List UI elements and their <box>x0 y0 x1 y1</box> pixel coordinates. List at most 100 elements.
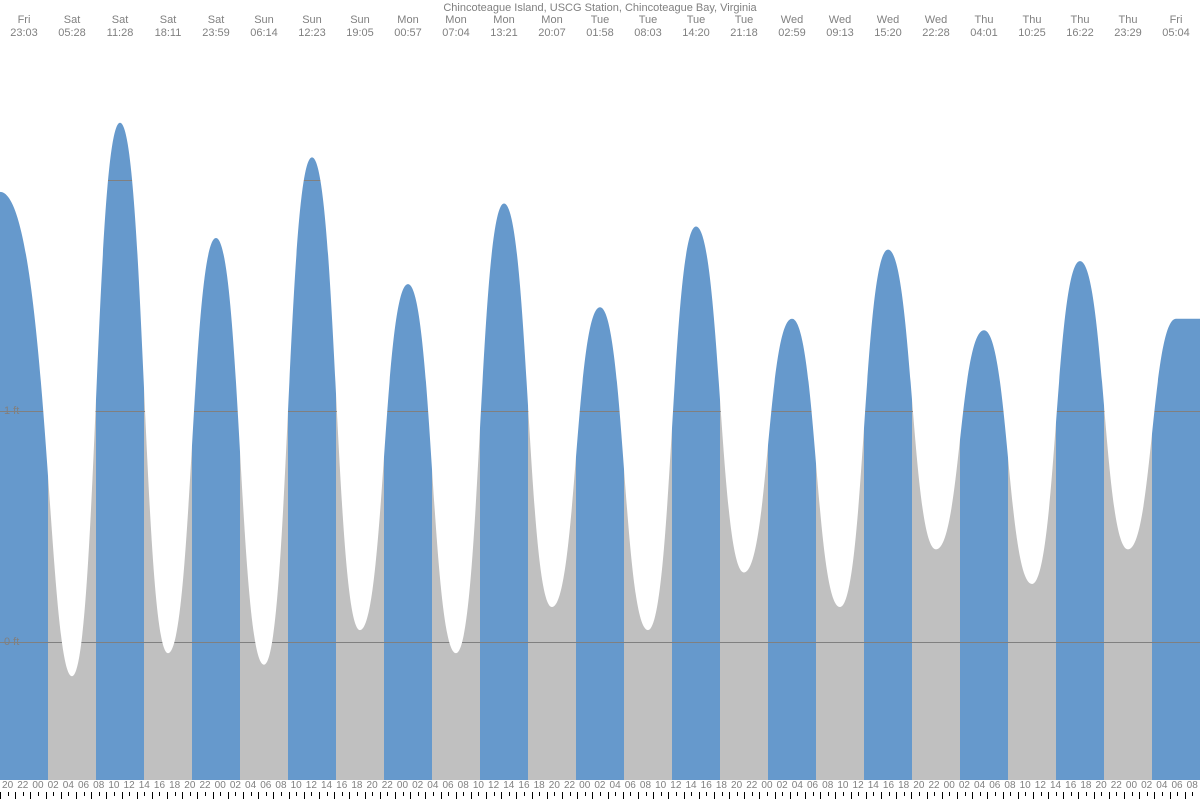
major-tick <box>334 792 335 799</box>
major-tick <box>243 792 244 799</box>
x-hour-label: 08 <box>456 780 471 791</box>
x-hour-label: 08 <box>273 780 288 791</box>
x-hour-label: 14 <box>1048 780 1063 791</box>
minor-tick <box>251 792 252 796</box>
minor-tick <box>190 792 191 796</box>
minor-tick <box>965 792 966 796</box>
x-hour-label: 16 <box>699 780 714 791</box>
tide-time-label: Sat11:28 <box>96 14 144 40</box>
major-tick <box>1018 792 1019 799</box>
x-hour-label: 16 <box>152 780 167 791</box>
minor-tick <box>296 792 297 796</box>
minor-tick <box>539 792 540 796</box>
x-hour-label: 10 <box>1018 780 1033 791</box>
x-hour-label: 18 <box>1078 780 1093 791</box>
major-tick <box>106 792 107 799</box>
minor-tick <box>1192 792 1193 796</box>
minor-tick <box>706 792 707 796</box>
tide-times-header: Fri23:03Sat05:28Sat11:28Sat18:11Sat23:59… <box>0 14 1200 40</box>
tide-time-label: Tue01:58 <box>576 14 624 40</box>
major-tick <box>46 792 47 799</box>
major-tick <box>1170 792 1171 799</box>
major-tick <box>653 792 654 799</box>
tide-time-label: Tue08:03 <box>624 14 672 40</box>
x-hour-label: 16 <box>881 780 896 791</box>
major-tick <box>942 792 943 799</box>
x-hour-label: 10 <box>653 780 668 791</box>
major-tick <box>911 792 912 799</box>
major-tick <box>1063 792 1064 799</box>
minor-tick <box>570 792 571 796</box>
minor-tick <box>1056 792 1057 796</box>
minor-tick <box>99 792 100 796</box>
x-hour-label: 10 <box>289 780 304 791</box>
x-axis-ticks <box>0 792 1200 800</box>
minor-tick <box>919 792 920 796</box>
minor-tick <box>1177 792 1178 796</box>
major-tick <box>851 792 852 799</box>
x-hour-label: 10 <box>106 780 121 791</box>
minor-tick <box>691 792 692 796</box>
major-tick <box>759 792 760 799</box>
x-axis-labels: 2022000204060810121416182022000204060810… <box>0 780 1200 791</box>
major-tick <box>425 792 426 799</box>
major-tick <box>304 792 305 799</box>
major-tick <box>1139 792 1140 799</box>
minor-tick <box>858 792 859 796</box>
x-hour-label: 00 <box>577 780 592 791</box>
x-hour-label: 22 <box>562 780 577 791</box>
x-hour-label: 16 <box>334 780 349 791</box>
major-tick <box>592 792 593 799</box>
x-hour-label: 20 <box>911 780 926 791</box>
minor-tick <box>1116 792 1117 796</box>
minor-tick <box>494 792 495 796</box>
x-hour-label: 06 <box>76 780 91 791</box>
minor-tick <box>585 792 586 796</box>
minor-tick <box>1101 792 1102 796</box>
major-tick <box>471 792 472 799</box>
minor-tick <box>1147 792 1148 796</box>
minor-tick <box>463 792 464 796</box>
x-axis: 2022000204060810121416182022000204060810… <box>0 780 1200 800</box>
x-hour-label: 18 <box>167 780 182 791</box>
x-hour-label: 14 <box>319 780 334 791</box>
minor-tick <box>797 792 798 796</box>
minor-tick <box>23 792 24 796</box>
x-hour-label: 20 <box>365 780 380 791</box>
tide-time-label: Fri05:04 <box>1152 14 1200 40</box>
minor-tick <box>554 792 555 796</box>
major-tick <box>410 792 411 799</box>
minor-tick <box>205 792 206 796</box>
major-tick <box>0 792 1 799</box>
x-hour-label: 14 <box>866 780 881 791</box>
minor-tick <box>646 792 647 796</box>
major-tick <box>319 792 320 799</box>
major-tick <box>987 792 988 799</box>
x-hour-label: 20 <box>0 780 15 791</box>
minor-tick <box>1071 792 1072 796</box>
x-hour-label: 12 <box>122 780 137 791</box>
major-tick <box>289 792 290 799</box>
major-tick <box>714 792 715 799</box>
tide-time-label: Tue21:18 <box>720 14 768 40</box>
minor-tick <box>752 792 753 796</box>
minor-tick <box>327 792 328 796</box>
major-tick <box>1033 792 1034 799</box>
major-tick <box>76 792 77 799</box>
major-tick <box>395 792 396 799</box>
tide-time-label: Thu04:01 <box>960 14 1008 40</box>
major-tick <box>577 792 578 799</box>
minor-tick <box>129 792 130 796</box>
major-tick <box>61 792 62 799</box>
x-hour-label: 00 <box>30 780 45 791</box>
x-hour-label: 22 <box>1109 780 1124 791</box>
tide-time-label: Sat05:28 <box>48 14 96 40</box>
minor-tick <box>509 792 510 796</box>
tide-time-label: Thu10:25 <box>1008 14 1056 40</box>
major-tick <box>137 792 138 799</box>
tide-curve <box>0 42 1200 780</box>
major-tick <box>1185 792 1186 799</box>
minor-tick <box>615 792 616 796</box>
minor-tick <box>311 792 312 796</box>
x-hour-label: 16 <box>1063 780 1078 791</box>
